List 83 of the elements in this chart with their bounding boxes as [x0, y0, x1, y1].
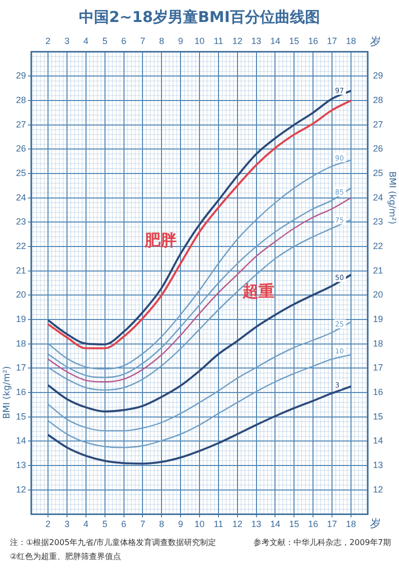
x2-tick-label: 6 — [121, 36, 126, 46]
y2-tick-label: 22 — [372, 240, 384, 251]
x2-tick-label: 3 — [64, 36, 70, 46]
y-tick-label: 21 — [16, 265, 26, 276]
x2-tick-label: 18 — [346, 36, 356, 46]
line-series — [47, 321, 352, 432]
y-tick-label: 14 — [16, 436, 26, 446]
y-tick-label: 23 — [16, 216, 26, 227]
y-tick-label: 18 — [16, 338, 26, 348]
x2-tick-label: 14 — [270, 36, 280, 46]
y2-tick-label: 23 — [372, 216, 384, 227]
y-tick-label: 25 — [16, 168, 26, 178]
y2-tick-label: 14 — [372, 436, 384, 446]
y2-tick-label: 21 — [372, 265, 384, 276]
y2-tick-label: 27 — [372, 119, 384, 130]
x-tick-label: 18 — [346, 519, 356, 530]
x2-tick-label: 12 — [232, 36, 242, 46]
y-tick-label: 24 — [16, 192, 26, 202]
x-tick-label: 5 — [102, 519, 108, 530]
x-tick-label: 4 — [83, 519, 88, 530]
x2-tick-label: 11 — [214, 36, 224, 46]
x2-tick-label: 16 — [308, 36, 318, 46]
y-tick-label: 17 — [16, 362, 26, 373]
x-tick-label: 12 — [232, 519, 242, 530]
text: 参考文献：中华儿科杂志，2009年7期 — [254, 537, 391, 549]
y2-tick-label: 15 — [372, 411, 384, 422]
y-tick-label: 13 — [16, 460, 26, 470]
y2-tick-label: 19 — [372, 314, 384, 324]
x2-tick-label: 8 — [159, 36, 164, 46]
y2-tick-label: 13 — [372, 460, 384, 470]
text: 注：①根据2005年九省/市儿童体格发育调查数据研究制定 — [10, 538, 216, 547]
line-series — [47, 159, 352, 370]
x-tick-label: 11 — [214, 519, 224, 530]
y2-tick-label: 26 — [372, 144, 384, 154]
x-axis-title: 岁 — [370, 516, 381, 530]
text: ②红色为超重、肥胖筛查界值点 — [10, 551, 122, 563]
line-series — [47, 274, 352, 412]
y-tick-label: 22 — [16, 240, 26, 251]
x-tick-label: 16 — [308, 519, 318, 530]
y-tick-label: 19 — [16, 314, 26, 324]
y2-tick-label: 17 — [372, 362, 384, 373]
x-tick-label: 8 — [159, 519, 164, 530]
y-tick-label: 20 — [16, 290, 26, 300]
x2-tick-label: 4 — [83, 36, 88, 46]
line-series — [47, 354, 352, 448]
x2-tick-label: 13 — [251, 36, 262, 46]
y-tick-label: 28 — [16, 94, 26, 105]
x2-tick-label: 7 — [140, 36, 146, 46]
y-axis-title: BMI (kg/m²) — [2, 366, 12, 419]
y-tick-label: 29 — [16, 70, 26, 81]
y2-tick-label: 28 — [372, 94, 384, 105]
x-tick-label: 3 — [64, 519, 70, 530]
y2-tick-label: 25 — [372, 168, 384, 178]
line-series — [47, 219, 352, 391]
y2-tick-label: 12 — [372, 484, 384, 494]
x-tick-label: 15 — [289, 519, 300, 530]
y2-axis-title: BMI (kg/m²) — [386, 171, 397, 224]
x2-tick-label: 2 — [46, 36, 51, 46]
y-tick-label: 12 — [16, 484, 26, 494]
y-tick-label: 27 — [16, 119, 26, 130]
x-tick-label: 13 — [251, 519, 262, 530]
x-tick-label: 7 — [140, 519, 146, 530]
x2-tick-label: 15 — [289, 36, 300, 46]
y-tick-label: 15 — [16, 411, 26, 422]
x-tick-label: 10 — [194, 519, 205, 530]
x-tick-label: 6 — [121, 519, 126, 530]
y2-tick-label: 16 — [372, 387, 384, 397]
x-tick-label: 17 — [327, 519, 338, 530]
y2-tick-label: 18 — [372, 338, 384, 348]
x2-tick-label: 9 — [178, 36, 184, 46]
y2-tick-label: 29 — [372, 70, 384, 81]
x-tick-label: 9 — [178, 519, 184, 530]
x-tick-label: 14 — [270, 519, 280, 530]
y2-tick-label: 20 — [372, 290, 384, 300]
y-tick-label: 26 — [16, 144, 26, 154]
x2-tick-label: 10 — [194, 36, 205, 46]
y-tick-label: 16 — [16, 387, 26, 397]
chart-title: 中国2~18岁男童BMI百分位曲线图 — [78, 7, 321, 28]
x-tick-label: 2 — [46, 519, 51, 530]
x2-tick-label: 5 — [102, 36, 108, 46]
x2-axis-title: 岁 — [370, 34, 381, 48]
y2-tick-label: 24 — [372, 192, 384, 202]
x2-tick-label: 17 — [327, 36, 338, 46]
